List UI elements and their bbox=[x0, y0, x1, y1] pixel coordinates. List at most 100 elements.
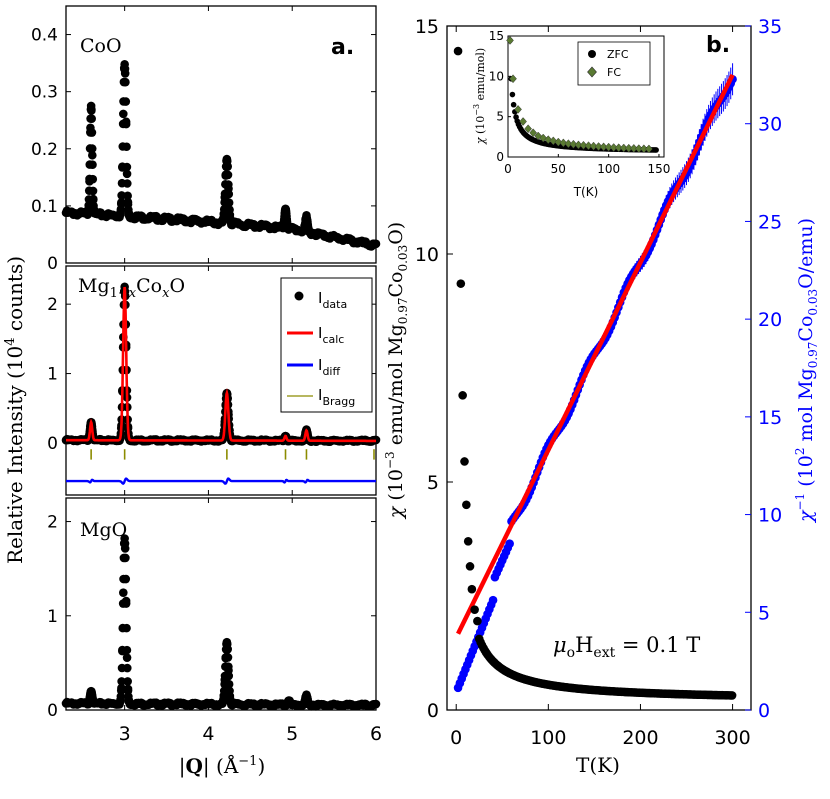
data-point bbox=[224, 189, 234, 199]
inset-zfc-point bbox=[510, 101, 517, 108]
inset-xlabel: T(K) bbox=[573, 185, 599, 199]
data-point bbox=[120, 539, 130, 548]
data-point bbox=[224, 180, 233, 189]
inset-fc-point bbox=[640, 144, 648, 154]
data-point bbox=[122, 162, 132, 172]
inset-legend-zfc: ZFC bbox=[607, 48, 629, 61]
xtick-label: 6 bbox=[370, 723, 382, 745]
inset-xtick-label: 0 bbox=[504, 162, 512, 176]
mgcoo-calc-series bbox=[66, 286, 376, 443]
right-ylabel-right: χ−1 (102 mol Mg0.97Co0.03O/emu) bbox=[793, 218, 820, 524]
inset-legend-fc: FC bbox=[607, 66, 621, 79]
data-point bbox=[89, 195, 98, 204]
inset-xtick-label: 50 bbox=[551, 162, 566, 176]
data-point bbox=[124, 210, 134, 220]
inset-fc-point bbox=[559, 138, 568, 148]
inset-legend: ZFC FC bbox=[577, 41, 651, 86]
data-point bbox=[122, 169, 132, 179]
inset-fc-point bbox=[574, 140, 583, 150]
data-point bbox=[88, 160, 97, 170]
data-point bbox=[123, 677, 132, 686]
panel-mgcoo-frame bbox=[65, 265, 377, 496]
mgcoo-legend: Idata Icalc Idiff IBragg bbox=[280, 277, 373, 413]
inset-fc-point bbox=[629, 143, 638, 153]
ytick-label: 0.3 bbox=[31, 83, 58, 103]
inset-fc-point bbox=[594, 142, 603, 151]
inverse-point bbox=[488, 595, 498, 605]
data-point bbox=[227, 218, 236, 228]
inset-ytick-label: 15 bbox=[489, 29, 504, 43]
inset-legend-marker-fc bbox=[587, 66, 597, 78]
inset-fc-point bbox=[564, 139, 573, 149]
calc-line bbox=[66, 286, 376, 443]
mgcoo-bragg-ticks bbox=[90, 449, 375, 460]
xtick-label: 100 bbox=[530, 727, 566, 749]
inset-fc-point bbox=[609, 143, 618, 152]
inset-fc-point bbox=[534, 131, 543, 141]
inverse-point bbox=[505, 539, 514, 549]
panel-mgcoo: Mg1−xCoxO 0 1 2 Idata Icalc Idiff IBragg bbox=[47, 265, 381, 496]
panel-mgcoo-label: Mg1−xCoxO bbox=[78, 275, 185, 301]
data-point bbox=[122, 653, 132, 662]
inset-fc-point bbox=[645, 144, 653, 154]
chi-point bbox=[458, 391, 467, 400]
data-point bbox=[87, 114, 96, 123]
data-point bbox=[87, 128, 97, 137]
panel-mgo: MgO 0 1 2 3 4 5 6 bbox=[47, 497, 382, 745]
data-point bbox=[287, 700, 297, 710]
coo-data-series bbox=[61, 59, 381, 251]
ytick-label: 15 bbox=[758, 407, 782, 429]
susc-yticks-left: 0 5 10 15 bbox=[415, 16, 453, 722]
inset-ticks: 0 50 100 150 0 5 10 15 bbox=[489, 29, 671, 176]
data-point bbox=[121, 119, 131, 129]
inset-ytick-label: 0 bbox=[496, 150, 504, 164]
data-point bbox=[223, 162, 232, 171]
inset-fc-point bbox=[529, 128, 537, 138]
data-point bbox=[223, 170, 233, 180]
inset-fc-point bbox=[524, 124, 532, 134]
ytick-label: 0 bbox=[47, 254, 58, 274]
chi-point bbox=[473, 616, 482, 626]
data-point bbox=[121, 599, 131, 608]
chi-point bbox=[727, 691, 737, 700]
data-point bbox=[227, 699, 236, 709]
ytick-label: 20 bbox=[758, 309, 782, 331]
xtick-label: 4 bbox=[202, 723, 214, 745]
ytick-label: 0 bbox=[47, 701, 58, 721]
ytick-label: 1 bbox=[47, 607, 58, 627]
fit-line bbox=[456, 73, 735, 635]
field-annotation: μoHext = 0.1 T bbox=[553, 633, 700, 661]
data-point bbox=[305, 227, 315, 237]
ytick-label: 35 bbox=[758, 16, 782, 38]
inset-fc-point bbox=[619, 143, 628, 153]
data-point bbox=[223, 653, 233, 662]
chi-point bbox=[470, 605, 479, 614]
data-point bbox=[121, 97, 131, 106]
panel-coo: CoO a. 0 0.1 0.2 0.3 0.4 bbox=[31, 5, 381, 274]
data-point bbox=[122, 663, 132, 673]
susc-frame bbox=[446, 25, 752, 711]
panel-coo-label: CoO bbox=[80, 35, 122, 57]
ytick-label: 5 bbox=[758, 602, 770, 624]
ytick-label: 0 bbox=[427, 700, 439, 722]
data-point bbox=[224, 198, 234, 207]
inset-fc-point bbox=[519, 117, 527, 126]
data-point bbox=[119, 588, 128, 597]
data-point bbox=[122, 179, 132, 188]
ytick-label: 0.2 bbox=[31, 140, 58, 160]
curie-weiss-fit-line bbox=[456, 73, 735, 635]
legend-box bbox=[280, 277, 373, 413]
ytick-label: 15 bbox=[415, 16, 439, 38]
diff-line bbox=[66, 477, 376, 485]
coo-yticks: 0 0.1 0.2 0.3 0.4 bbox=[31, 6, 377, 274]
ytick-label: 2 bbox=[47, 513, 58, 533]
inset-fc-point bbox=[589, 141, 598, 151]
data-point bbox=[116, 686, 126, 695]
inset-fc-point bbox=[554, 137, 563, 147]
data-point bbox=[120, 64, 130, 74]
inset-fc-point bbox=[624, 143, 633, 153]
inset-ytick-label: 10 bbox=[489, 69, 504, 83]
inset-fc-point bbox=[579, 140, 588, 150]
inset-xtick-label: 100 bbox=[597, 162, 620, 176]
